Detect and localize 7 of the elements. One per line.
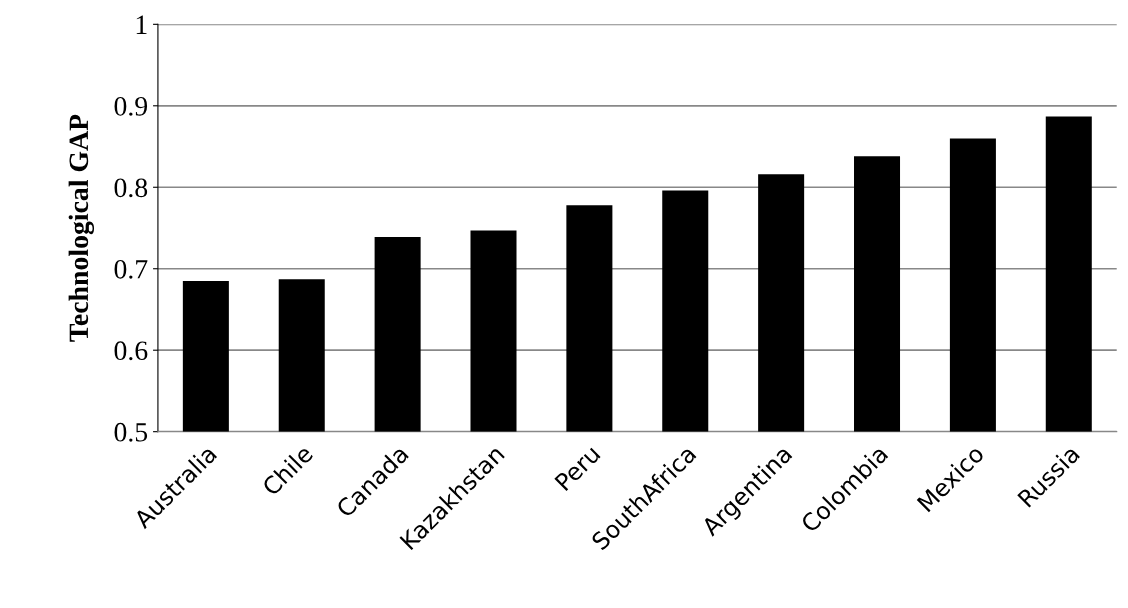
- y-axis-title: Technological GAP: [68, 114, 95, 342]
- y-tick-label: 0.6: [114, 341, 148, 361]
- y-tick-label: 0.9: [114, 96, 148, 116]
- y-tick-label: 0.8: [114, 178, 148, 198]
- y-tick-label: 0.7: [114, 259, 148, 279]
- y-tick-label: 0.5: [114, 422, 148, 442]
- y-tick-label: 1: [136, 15, 147, 34]
